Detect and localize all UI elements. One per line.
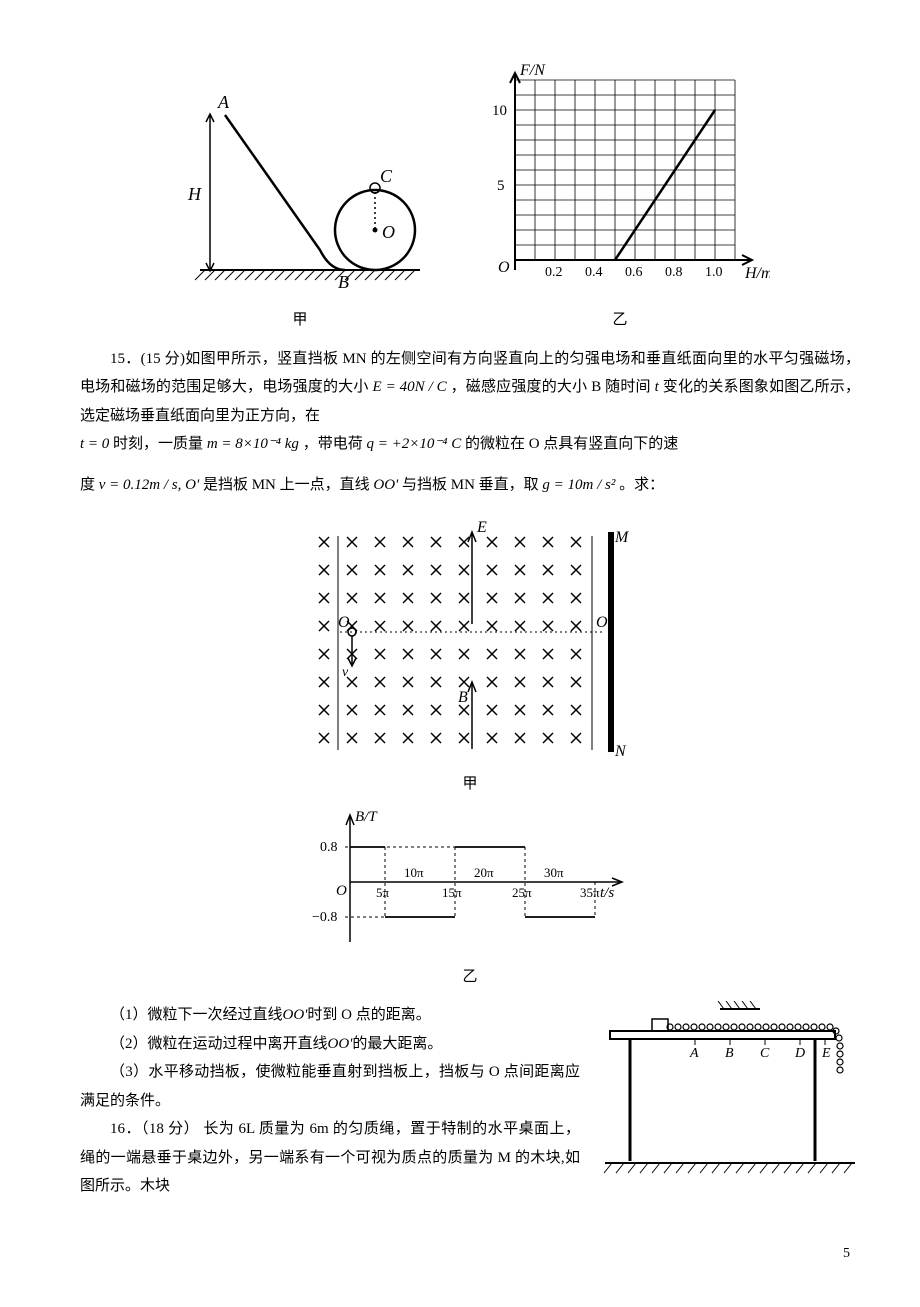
page-number: 5 <box>80 1241 860 1268</box>
svg-text:E: E <box>821 1046 831 1061</box>
svg-text:H/m: H/m <box>744 265 770 282</box>
svg-text:E: E <box>476 519 487 536</box>
svg-text:v: v <box>342 665 349 680</box>
svg-text:30π: 30π <box>544 865 564 880</box>
q15-para-2: t = 0 时刻，一质量 m = 8×10⁻⁴ kg ，带电荷 q = +2×1… <box>80 430 860 459</box>
svg-text:O: O <box>382 222 395 242</box>
svg-text:F/N: F/N <box>519 62 546 79</box>
svg-text:10: 10 <box>492 103 507 119</box>
incline-loop-svg: A B C O H <box>170 80 430 300</box>
svg-text:C: C <box>380 166 393 186</box>
svg-text:20π: 20π <box>474 865 494 880</box>
svg-text:O: O <box>336 883 347 899</box>
svg-text:D: D <box>794 1046 805 1061</box>
svg-text:O': O' <box>596 614 612 631</box>
q15-figures: M N O O' E B v 甲 B/T <box>80 514 860 991</box>
svg-text:0.2: 0.2 <box>545 265 563 280</box>
fig-incline-loop: A B C O H 甲 <box>170 80 430 335</box>
svg-text:O: O <box>498 259 510 276</box>
svg-text:35π: 35π <box>580 885 600 900</box>
svg-text:C: C <box>760 1046 770 1061</box>
svg-text:B: B <box>458 689 468 706</box>
field-svg: M N O O' E B v <box>300 514 640 764</box>
bt-svg: B/T t/s O 0.8 −0.8 5π 10π 15π 20π 25π 30… <box>300 807 640 957</box>
svg-text:B: B <box>338 272 349 292</box>
fig-caption-yi-1: 乙 <box>612 306 627 335</box>
svg-text:1.0: 1.0 <box>705 265 723 280</box>
svg-text:A: A <box>689 1046 699 1061</box>
fig-caption-jia-1: 甲 <box>292 306 307 335</box>
svg-text:0.4: 0.4 <box>585 265 603 280</box>
svg-text:N: N <box>614 743 627 760</box>
svg-text:H: H <box>187 184 202 204</box>
top-figure-row: A B C O H 甲 <box>80 60 860 335</box>
q15-para-3: 度 v = 0.12m / s, O' 是挡板 MN 上一点，直线 OO' 与挡… <box>80 471 860 500</box>
q16-figure: A B C D E <box>600 1001 860 1181</box>
svg-text:5: 5 <box>497 178 505 194</box>
svg-text:15π: 15π <box>442 885 462 900</box>
svg-text:O: O <box>338 614 350 631</box>
svg-text:5π: 5π <box>376 885 390 900</box>
fig-caption-yi-2: 乙 <box>462 963 477 992</box>
svg-text:t/s: t/s <box>600 885 614 901</box>
svg-text:0.8: 0.8 <box>320 840 338 855</box>
svg-text:B/T: B/T <box>355 809 378 825</box>
q15-para-1: 15．(15 分)如图甲所示，竖直挡板 MN 的左侧空间有方向竖直向上的匀强电场… <box>80 345 860 431</box>
svg-text:0.6: 0.6 <box>625 265 643 280</box>
svg-text:A: A <box>217 92 230 112</box>
fig-f-h-chart: F/N H/m O 5 10 0.2 0.4 0.6 0.8 1.0 乙 <box>470 60 770 335</box>
svg-text:M: M <box>614 529 630 546</box>
svg-text:−0.8: −0.8 <box>312 910 337 925</box>
fig-caption-jia-2: 甲 <box>462 770 477 799</box>
q15-sub-and-q16: A B C D E （1）微粒下一次经过直线OO'时到 O 点的距离。 （2）微… <box>80 1001 860 1201</box>
svg-text:B: B <box>725 1046 734 1061</box>
svg-text:25π: 25π <box>512 885 532 900</box>
svg-text:0.8: 0.8 <box>665 265 683 280</box>
f-h-svg: F/N H/m O 5 10 0.2 0.4 0.6 0.8 1.0 <box>470 60 770 300</box>
svg-text:10π: 10π <box>404 865 424 880</box>
